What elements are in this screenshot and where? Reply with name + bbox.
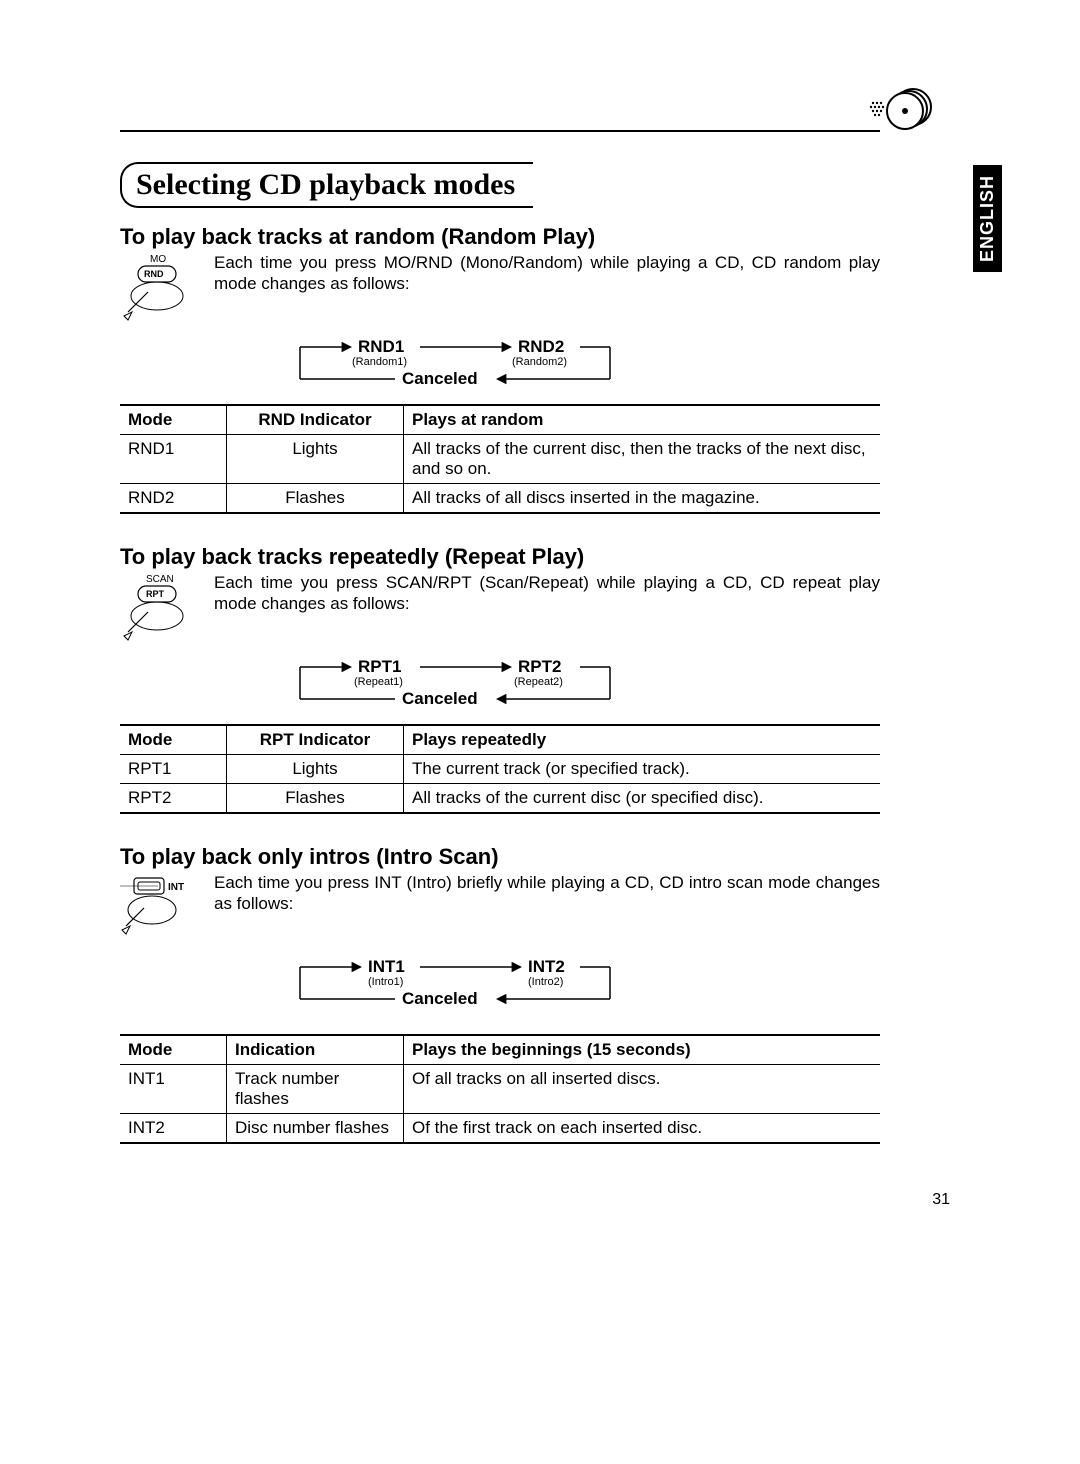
section-heading: To play back only intros (Intro Scan) <box>120 844 880 870</box>
svg-text:RND: RND <box>144 269 164 279</box>
svg-text:INT1: INT1 <box>368 957 405 976</box>
section-heading: To play back tracks repeatedly (Repeat P… <box>120 544 880 570</box>
svg-text:(Intro1): (Intro1) <box>368 976 403 988</box>
page-content: Selecting CD playback modes To play back… <box>120 60 880 1174</box>
table-header: RPT Indicator <box>227 725 404 755</box>
svg-text:INT: INT <box>168 882 184 893</box>
svg-text:RND1: RND1 <box>358 337 404 356</box>
svg-text:Canceled: Canceled <box>402 989 478 1008</box>
section-repeat-play: To play back tracks repeatedly (Repeat P… <box>120 544 880 814</box>
cycle-diagram-intro: INT1 (Intro1) INT2 (Intro2) Canceled <box>280 955 880 1016</box>
cd-changer-icon <box>865 85 935 140</box>
cycle-diagram-random: RND1 (Random1) RND2 (Random2) Canceled <box>280 335 880 396</box>
button-scan-rpt-icon: SCAN RPT <box>120 572 202 649</box>
table-header: Mode <box>120 405 227 435</box>
table-intro: Mode Indication Plays the beginnings (15… <box>120 1034 880 1144</box>
section-heading: To play back tracks at random (Random Pl… <box>120 224 880 250</box>
table-header: Mode <box>120 725 227 755</box>
button-mo-rnd-icon: MO RND <box>120 252 202 329</box>
svg-text:(Random1): (Random1) <box>352 356 407 368</box>
table-row: RND1 Lights All tracks of the current di… <box>120 435 880 484</box>
table-header: RND Indicator <box>227 405 404 435</box>
table-header: Indication <box>227 1035 404 1065</box>
svg-text:MO: MO <box>150 254 166 265</box>
svg-text:INT2: INT2 <box>528 957 565 976</box>
svg-text:RND2: RND2 <box>518 337 564 356</box>
table-header: Plays at random <box>404 405 881 435</box>
table-row: INT2 Disc number flashes Of the first tr… <box>120 1114 880 1144</box>
table-row: RPT1 Lights The current track (or specif… <box>120 755 880 784</box>
section-intro: Each time you press SCAN/RPT (Scan/Repea… <box>214 572 880 649</box>
svg-text:Canceled: Canceled <box>402 369 478 388</box>
table-header: Mode <box>120 1035 227 1065</box>
svg-text:(Repeat2): (Repeat2) <box>514 676 563 688</box>
svg-text:SCAN: SCAN <box>146 574 174 585</box>
svg-text:Canceled: Canceled <box>402 689 478 708</box>
table-header: Plays the beginnings (15 seconds) <box>404 1035 881 1065</box>
table-header: Plays repeatedly <box>404 725 881 755</box>
section-intro: Each time you press MO/RND (Mono/Random)… <box>214 252 880 329</box>
table-random: Mode RND Indicator Plays at random RND1 … <box>120 404 880 514</box>
language-tab: ENGLISH <box>973 165 1002 272</box>
section-random-play: To play back tracks at random (Random Pl… <box>120 224 880 514</box>
svg-text:(Repeat1): (Repeat1) <box>354 676 403 688</box>
button-int-icon: INT <box>120 872 202 949</box>
svg-text:RPT1: RPT1 <box>358 657 401 676</box>
main-title: Selecting CD playback modes <box>120 162 533 208</box>
svg-text:RPT: RPT <box>146 589 165 599</box>
svg-text:(Intro2): (Intro2) <box>528 976 563 988</box>
cycle-diagram-repeat: RPT1 (Repeat1) RPT2 (Repeat2) Canceled <box>280 655 880 716</box>
section-intro: Each time you press INT (Intro) briefly … <box>214 872 880 949</box>
table-row: RPT2 Flashes All tracks of the current d… <box>120 784 880 814</box>
table-row: INT1 Track number flashes Of all tracks … <box>120 1065 880 1114</box>
table-row: RND2 Flashes All tracks of all discs ins… <box>120 484 880 514</box>
section-intro-scan: To play back only intros (Intro Scan) IN… <box>120 844 880 1144</box>
svg-text:RPT2: RPT2 <box>518 657 561 676</box>
svg-text:(Random2): (Random2) <box>512 356 567 368</box>
table-repeat: Mode RPT Indicator Plays repeatedly RPT1… <box>120 724 880 814</box>
page-number: 31 <box>932 1191 950 1209</box>
